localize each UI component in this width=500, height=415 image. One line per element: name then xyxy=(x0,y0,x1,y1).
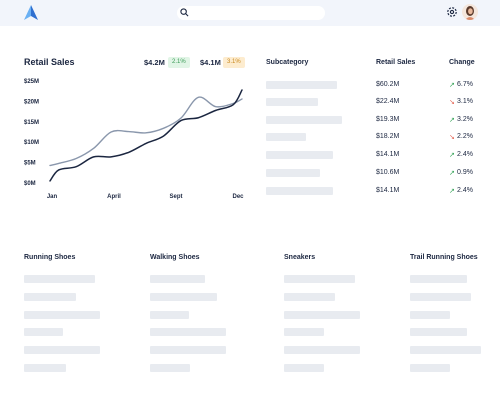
y-tick-label: $5M xyxy=(24,161,36,167)
list-item-placeholder xyxy=(410,364,450,372)
section-title: Walking Shoes xyxy=(150,254,200,261)
logo-triangle-icon[interactable] xyxy=(24,5,38,20)
x-tick-label: Jan xyxy=(47,194,58,200)
list-item-placeholder xyxy=(24,364,66,372)
top-bar xyxy=(0,0,500,26)
change-cell: 2.2% xyxy=(457,132,473,140)
list-item-placeholder xyxy=(410,346,481,354)
change-cell: 0.9% xyxy=(457,168,473,176)
subcategory-placeholder xyxy=(266,116,342,124)
y-tick-label: $0M xyxy=(24,181,36,187)
subcategory-placeholder xyxy=(266,98,318,106)
list-item-placeholder xyxy=(150,311,189,319)
change-cell: 3.1% xyxy=(457,97,473,105)
metric-value-1: $4.2M xyxy=(144,58,165,67)
list-item-placeholder xyxy=(150,346,226,354)
list-item-placeholder xyxy=(284,364,324,372)
list-item-placeholder xyxy=(24,328,63,336)
list-item-placeholder xyxy=(150,293,217,301)
list-item-placeholder xyxy=(150,364,190,372)
list-item-placeholder xyxy=(410,311,450,319)
subcategory-placeholder xyxy=(266,133,306,141)
change-cell: 6.7% xyxy=(457,80,473,88)
trend-down-icon: ↘ xyxy=(449,98,455,106)
trend-up-icon: ↗ xyxy=(449,81,455,89)
series-line-2 xyxy=(49,96,243,167)
change-cell: 2.4% xyxy=(457,150,473,158)
list-item-placeholder xyxy=(150,275,205,283)
retail-sales-cell: $14.1M xyxy=(376,186,400,194)
list-item-placeholder xyxy=(284,328,324,336)
avatar[interactable] xyxy=(462,4,478,20)
retail-sales-cell: $19.3M xyxy=(376,115,400,123)
list-item-placeholder xyxy=(410,275,467,283)
metric-change-badge-2: 3.1% xyxy=(223,57,245,68)
retail-sales-cell: $22.4M xyxy=(376,97,400,105)
section-title: Sneakers xyxy=(284,254,316,261)
list-item-placeholder xyxy=(284,275,355,283)
list-item-placeholder xyxy=(284,346,360,354)
list-item-placeholder xyxy=(24,293,76,301)
list-item-placeholder xyxy=(24,311,100,319)
list-item-placeholder xyxy=(24,346,100,354)
retail-sales-cell: $10.6M xyxy=(376,168,400,176)
search-input[interactable] xyxy=(177,6,325,20)
list-item-placeholder xyxy=(284,311,360,319)
x-tick-label: Dec xyxy=(232,194,244,200)
series-line-1 xyxy=(49,89,243,182)
retail-sales-line-chart: $25M $20M $15M $10M $5M $0M Jan April Sept Dec xyxy=(24,79,244,200)
trend-down-icon: ↘ xyxy=(449,133,455,141)
x-tick-label: Sept xyxy=(169,194,182,200)
change-cell: 2.4% xyxy=(457,186,473,194)
change-header: Change xyxy=(449,59,475,66)
y-tick-label: $15M xyxy=(24,120,39,126)
trend-up-icon: ↗ xyxy=(449,151,455,159)
list-item-placeholder xyxy=(284,293,335,301)
list-item-placeholder xyxy=(410,293,471,301)
retail-sales-cell: $14.1M xyxy=(376,150,400,158)
trend-up-icon: ↗ xyxy=(449,169,455,177)
search-icon xyxy=(180,8,189,17)
change-cell: 3.2% xyxy=(457,115,473,123)
gear-icon[interactable] xyxy=(446,6,458,18)
user-avatar-icon xyxy=(465,6,475,20)
subcategory-placeholder xyxy=(266,151,333,159)
chart-title: Retail Sales xyxy=(24,57,75,67)
subcategory-placeholder xyxy=(266,81,337,89)
trend-up-icon: ↗ xyxy=(449,116,455,124)
list-item-placeholder xyxy=(150,328,226,336)
metric-value-2: $4.1M xyxy=(200,58,221,67)
metric-change-badge-1: 2.1% xyxy=(168,57,190,68)
section-title: Running Shoes xyxy=(24,254,76,261)
retail-sales-cell: $18.2M xyxy=(376,132,400,140)
retail-sales-header: Retail Sales xyxy=(376,59,416,66)
trend-up-icon: ↗ xyxy=(449,187,455,195)
retail-sales-cell: $60.2M xyxy=(376,80,400,88)
subcategory-placeholder xyxy=(266,187,333,195)
subcategory-header: Subcategory xyxy=(266,59,309,66)
list-item-placeholder xyxy=(24,275,95,283)
list-item-placeholder xyxy=(410,328,467,336)
y-tick-label: $10M xyxy=(24,140,39,146)
x-tick-label: April xyxy=(107,194,121,200)
section-title: Trail Running Shoes xyxy=(410,254,478,261)
subcategory-placeholder xyxy=(266,169,320,177)
y-tick-label: $25M xyxy=(24,79,39,85)
y-tick-label: $20M xyxy=(24,99,39,105)
